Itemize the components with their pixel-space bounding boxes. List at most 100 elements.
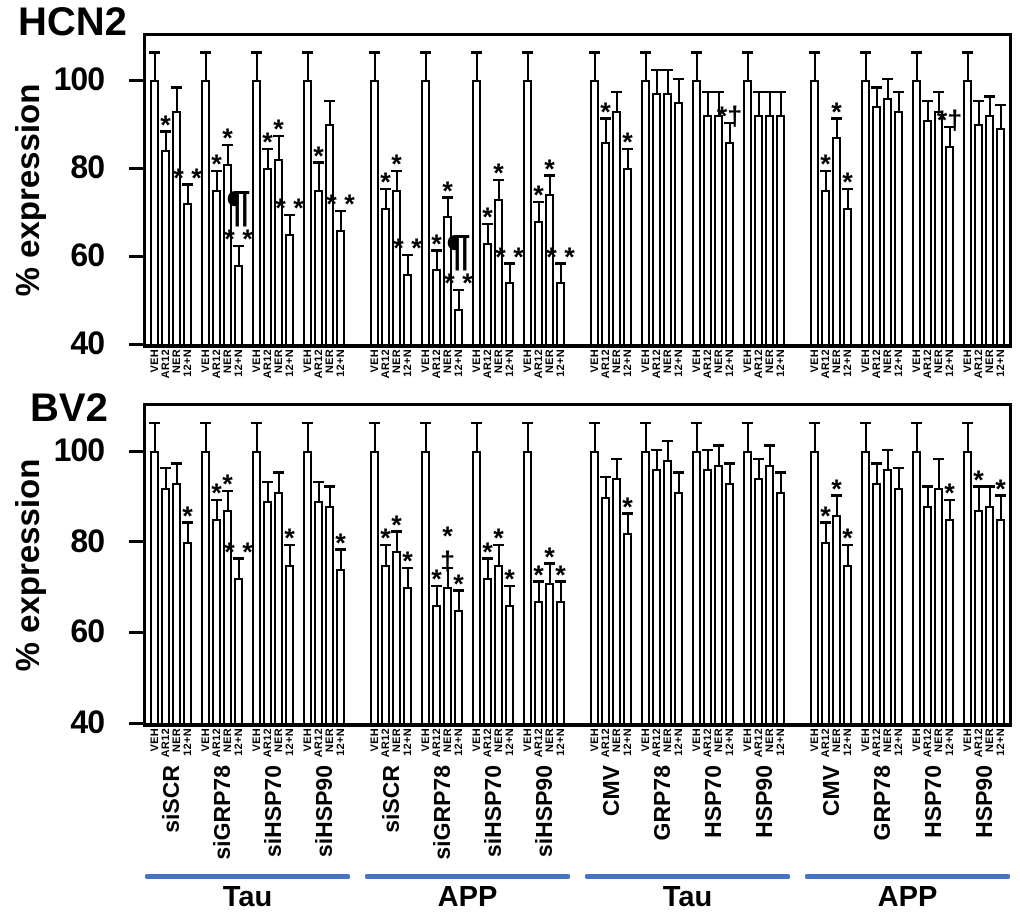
error-bar-cap (691, 51, 702, 54)
error-bar (328, 487, 331, 506)
bar-label: NER (544, 349, 556, 373)
error-bar (288, 546, 291, 565)
bar (821, 541, 830, 723)
bar-slot: AR12 (973, 36, 985, 378)
bar-label-text: AR12 (599, 349, 612, 379)
error-bar (937, 93, 940, 111)
bar-label-text: NER (983, 728, 996, 753)
bar (843, 564, 852, 723)
bar-label-text: NER (492, 728, 505, 753)
bar-label-text: 12+N (672, 728, 685, 756)
error-bar (226, 492, 229, 511)
bar (623, 532, 632, 723)
group-label-text: HSP90 (751, 765, 777, 838)
bar-slot: NER (984, 36, 996, 373)
error-bar-cap (673, 77, 684, 80)
bar (381, 564, 390, 723)
significance-mark: * (182, 500, 193, 531)
error-bar-cap (284, 213, 295, 217)
bar-label: AR12 (159, 349, 172, 379)
bar-label: AR12 (651, 349, 663, 378)
bar-label-text: 12+N (621, 349, 634, 377)
bar-label-text: AR12 (819, 349, 832, 379)
bar (703, 469, 712, 723)
y-tick-label: 100 (53, 61, 105, 97)
error-bar-cap (262, 147, 273, 151)
bar-label-text: VEH (470, 349, 483, 373)
bar-slot: * AR12 (431, 36, 443, 378)
bar (252, 80, 261, 344)
bar-label-text: 12+N (774, 728, 787, 756)
bar (810, 80, 819, 344)
error-bar (926, 102, 929, 120)
bar-group-siscr: VEH * AR12 * NER * 12+N siSCR (369, 406, 414, 833)
bar-label: 12+N (402, 349, 414, 377)
bar (483, 242, 492, 344)
error-bar-cap (211, 498, 222, 502)
error-bar-cap (973, 99, 984, 102)
bar-slot: NER (882, 406, 894, 752)
error-bar (277, 137, 280, 160)
error-bar-cap (809, 51, 820, 54)
error-bar (813, 53, 816, 80)
significance-mark: * (622, 127, 633, 158)
error-bar-cap (313, 161, 324, 164)
bar-slot: * 12+N (182, 406, 194, 756)
bar (336, 569, 345, 723)
bar (172, 110, 181, 344)
bar-label: AR12 (431, 728, 443, 757)
bar-slot: * NER (831, 36, 843, 373)
bar-slot: * * 12+N (275, 36, 304, 377)
error-bar-cap (775, 90, 786, 94)
bar-label-text: 12+N (841, 728, 854, 756)
bar-slot: * AR12 (380, 36, 392, 379)
bar (765, 464, 774, 723)
bar-label-text: 12+N (232, 728, 245, 756)
bar (861, 451, 870, 723)
error-bar-cap (984, 485, 995, 488)
error-bar (937, 460, 940, 488)
error-bar (644, 424, 647, 452)
bar-group-sihsp90: VEH * AR12 NER * * 12+N (302, 36, 355, 378)
bar-label-text: 12+N (621, 728, 634, 756)
error-bar (186, 185, 189, 204)
bar-slot: * AR12 (262, 36, 274, 378)
error-bar (486, 559, 489, 579)
bar-label-text: 12+N (503, 728, 516, 756)
error-bar (175, 88, 178, 111)
bar-slot: NER (933, 36, 945, 373)
bar-label-text: 12+N (334, 728, 347, 756)
group-label-text: CMV (818, 765, 844, 817)
bar-label-text: NER (610, 349, 623, 374)
bar-label-text: VEH (588, 349, 601, 373)
cluster-label: Tau (222, 881, 273, 913)
significance-mark: * (533, 559, 544, 590)
bar-label-text: NER (492, 349, 505, 374)
bar (832, 137, 841, 344)
error-bar (757, 460, 760, 479)
error-bar (164, 469, 167, 488)
bar-group-sihsp70: VEH AR12 NER * 12+N siHSP70 (251, 406, 296, 857)
bar-label-text: AR12 (159, 349, 172, 379)
bar (703, 115, 712, 344)
bar-slot: * AR12 (533, 36, 545, 379)
bar-slot: AR12 (871, 36, 883, 378)
error-bar-cap (713, 444, 724, 447)
bar-label-text: VEH (808, 349, 821, 373)
error-bar-cap (160, 466, 171, 470)
bar (370, 80, 379, 344)
error-bar-cap (764, 444, 775, 447)
error-bar-cap (933, 90, 944, 94)
error-bar (153, 53, 156, 80)
error-bar-cap (742, 421, 753, 425)
bar (652, 93, 661, 344)
bar (161, 487, 170, 723)
bar-slot: * NER (222, 36, 234, 374)
bar-label: 12+N (503, 728, 516, 756)
significance-mark: * (431, 228, 442, 259)
significance-mark: * (820, 500, 831, 531)
bar-label: VEH (742, 728, 754, 752)
bar-label-text: AR12 (159, 728, 172, 758)
bars-row: VEH * AR12 NER * * 12+N VEH * AR12 * NER * * ¶ 12+N VE… (146, 36, 1009, 379)
error-bar-cap (533, 200, 544, 204)
